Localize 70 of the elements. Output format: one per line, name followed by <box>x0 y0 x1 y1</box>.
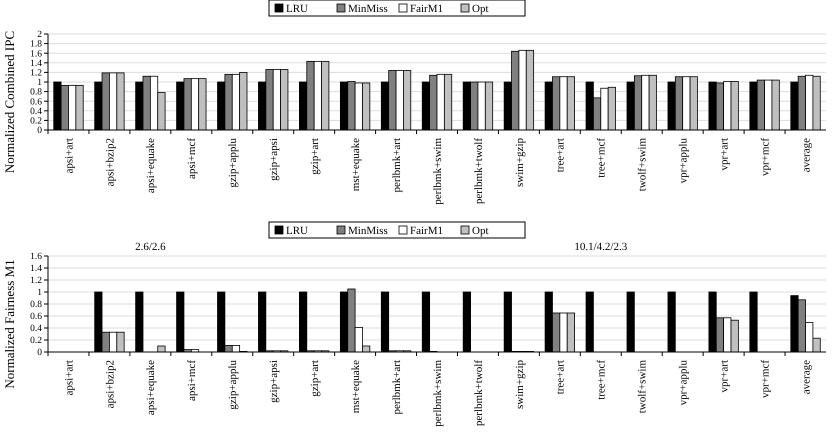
x-tick-label: tree+art <box>554 360 567 394</box>
legend-label: MinMiss <box>348 3 388 15</box>
y-tick-label: 1.2 <box>30 276 42 286</box>
x-tick-label: apsi+bzip2 <box>104 360 116 408</box>
y-tick-label: 0.4 <box>30 324 42 334</box>
x-tick-label: gzip+applu <box>227 360 240 410</box>
y-tick-label: 0.8 <box>30 88 42 98</box>
legend-label: LRU <box>286 3 308 15</box>
x-tick-label: vpr+applu <box>678 138 690 184</box>
x-tick-label: vpr+mcf <box>759 138 772 176</box>
x-tick-label: apsi+bzip2 <box>104 138 116 186</box>
x-tick-label: vpr+applu <box>678 360 690 406</box>
x-tick-label: tree+mcf <box>596 360 608 400</box>
x-tick-label: twolf+swim <box>636 138 649 192</box>
x-tick-label: apsi+equake <box>145 360 158 416</box>
legend-label: LRU <box>286 225 308 237</box>
x-tick-label: gzip+applu <box>227 138 240 188</box>
y-axis-title: Normalized Fairness M1 <box>2 259 17 389</box>
x-tick-label: perlbmk+twolf <box>472 360 485 426</box>
x-tick-label: apsi+equake <box>145 138 158 194</box>
x-tick-label: apsi+mcf <box>186 138 198 180</box>
x-tick-label: tree+art <box>554 138 567 172</box>
y-tick-label: 1.4 <box>30 264 42 274</box>
x-tick-label: vpr+mcf <box>759 360 772 398</box>
x-tick-label: vpr+art <box>718 138 730 170</box>
y-tick-label: 0.4 <box>30 106 42 117</box>
y-tick-label: 0.6 <box>30 312 42 322</box>
y-axis-title: Normalized Combined IPC <box>2 30 17 174</box>
y-tick-label: 0 <box>37 348 42 358</box>
y-tick-label: 0.6 <box>30 97 42 108</box>
x-tick-label: apsi+art <box>63 138 76 174</box>
x-tick-label: gzip+apsi <box>268 360 280 403</box>
y-tick-label: 1.6 <box>30 49 42 60</box>
x-tick-label: twolf+swim <box>636 360 649 414</box>
x-tick-label: perlbmk+twolf <box>472 138 485 204</box>
y-tick-label: 1.6 <box>30 252 42 262</box>
legend-label: Opt <box>472 225 488 237</box>
y-tick-label: 1 <box>37 288 42 298</box>
y-tick-label: 0.2 <box>30 336 42 346</box>
x-tick-label: gzip+art <box>309 138 322 175</box>
x-tick-label: apsi+mcf <box>186 360 198 402</box>
y-tick-label: 0 <box>37 126 42 136</box>
x-tick-label: average <box>800 360 812 394</box>
x-tick-label: perlbmk+art <box>390 138 403 192</box>
x-tick-label: vpr+art <box>718 360 730 392</box>
y-tick-label: 2 <box>37 30 42 40</box>
x-tick-label: mst+equake <box>350 360 362 414</box>
legend-label: FairM1 <box>410 225 443 237</box>
x-tick-label: gzip+apsi <box>268 138 280 181</box>
y-tick-label: 0.8 <box>30 300 42 310</box>
x-tick-label: perlbmk+art <box>390 360 403 414</box>
x-tick-label: gzip+art <box>309 360 322 397</box>
x-tick-label: swim+gzip <box>514 138 526 187</box>
x-tick-label: tree+mcf <box>596 138 608 178</box>
x-tick-label: perlbmk+swim <box>432 360 444 427</box>
text: 2.6/2.6 <box>135 241 166 253</box>
text: 10.1/4.2/2.3 <box>574 241 628 253</box>
x-tick-label: perlbmk+swim <box>432 138 444 205</box>
x-tick-label: swim+gzip <box>514 360 526 409</box>
legend-label: Opt <box>472 3 488 15</box>
y-tick-label: 1.4 <box>30 58 42 69</box>
y-tick-label: 1.2 <box>30 68 42 79</box>
y-tick-label: 1 <box>37 78 42 88</box>
y-tick-label: 1.8 <box>30 40 42 50</box>
y-tick-label: 0.2 <box>30 116 42 127</box>
x-tick-label: apsi+art <box>63 360 76 396</box>
x-tick-label: mst+equake <box>350 138 362 192</box>
legend-label: FairM1 <box>410 3 443 15</box>
legend-label: MinMiss <box>348 225 388 237</box>
x-tick-label: average <box>800 138 812 172</box>
